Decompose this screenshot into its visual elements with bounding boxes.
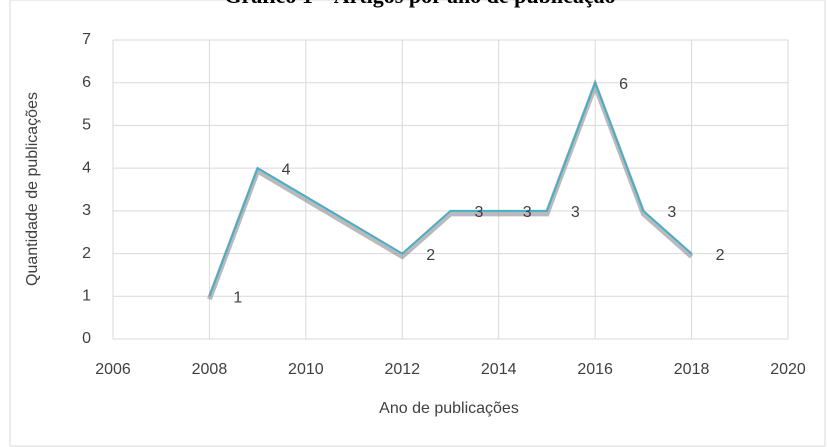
y-tick-label: 6 <box>82 74 91 91</box>
y-tick-label: 4 <box>82 159 91 176</box>
line <box>208 79 693 297</box>
data-label: 2 <box>426 247 435 264</box>
x-axis-label: Ano de publicações <box>379 400 519 417</box>
y-tick-label: 3 <box>82 202 91 219</box>
data-label: 3 <box>523 204 532 221</box>
y-tick-label: 5 <box>82 117 91 134</box>
x-tick-label: 2006 <box>95 361 131 378</box>
x-tick-label: 2008 <box>192 361 228 378</box>
x-tick-label: 2014 <box>481 361 517 378</box>
x-tick-label: 2018 <box>674 361 710 378</box>
data-label: 2 <box>716 247 725 264</box>
data-label: 6 <box>619 76 628 93</box>
data-label: 3 <box>475 204 484 221</box>
chart-title: Gráfico 1 – Artigos por ano de publicaçã… <box>224 0 615 8</box>
y-tick-label: 2 <box>82 245 91 262</box>
x-tick-label: 2016 <box>577 361 613 378</box>
data-label: 1 <box>233 290 242 307</box>
line-shadow <box>207 78 694 301</box>
y-tick-label: 1 <box>82 288 91 305</box>
y-tick-label: 7 <box>82 31 91 48</box>
y-tick-label: 0 <box>82 330 91 347</box>
x-tick-label: 2010 <box>288 361 324 378</box>
x-tick-label: 2012 <box>384 361 420 378</box>
x-tick-label: 2020 <box>770 361 806 378</box>
y-axis-label: Quantidade de publicações <box>24 92 41 286</box>
data-label: 3 <box>571 204 580 221</box>
chart-border <box>9 0 826 447</box>
data-label: 3 <box>667 204 676 221</box>
data-label: 4 <box>282 161 291 178</box>
